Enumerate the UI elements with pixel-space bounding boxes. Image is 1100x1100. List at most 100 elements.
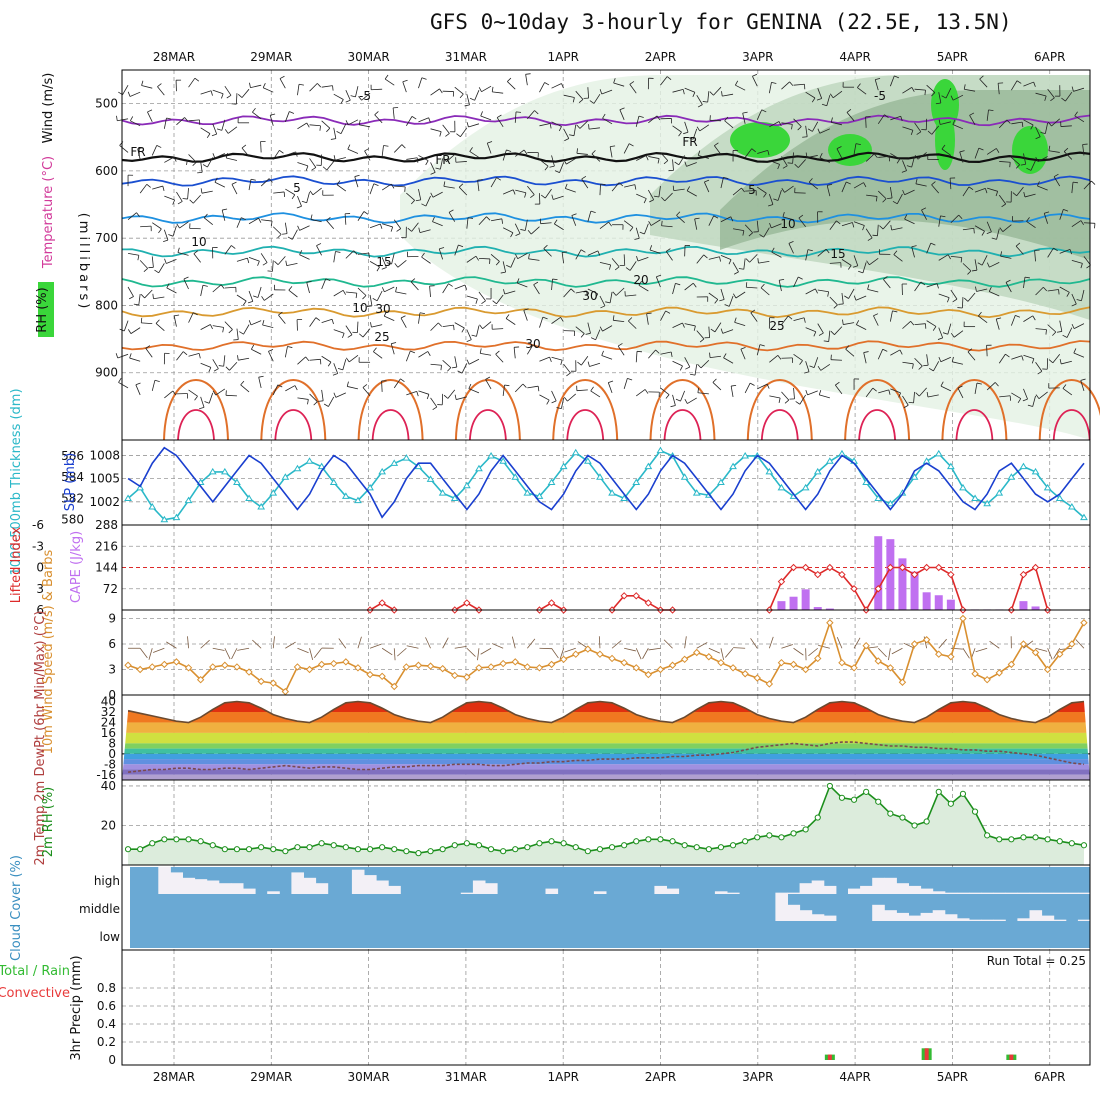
rh-line-point	[911, 822, 918, 829]
wind-barb	[151, 256, 154, 268]
wind-barb-flag	[430, 172, 436, 175]
wind-barb-flag	[899, 349, 903, 355]
rh-high-blob	[1012, 126, 1048, 174]
wind-barb	[995, 318, 1000, 330]
wind-barb-flag	[552, 278, 558, 281]
wind-barb-flag	[189, 199, 194, 204]
wind-barb-flag	[778, 121, 782, 127]
cloud-high-gap	[823, 885, 837, 894]
wind-barb-flag	[182, 198, 188, 200]
wind-barb	[819, 394, 830, 399]
date-label-bottom: 30MAR	[348, 1070, 390, 1084]
wind-barb-flag	[771, 81, 777, 84]
wind-barb-flag	[665, 394, 670, 399]
wind-barb	[316, 245, 323, 256]
wind-barb-flag	[602, 113, 606, 119]
wind-barb	[391, 253, 395, 265]
wind-barb	[902, 320, 911, 329]
wind-barb-flag	[581, 175, 587, 180]
wind-barb	[969, 115, 976, 126]
wind-barb	[673, 188, 685, 192]
wind-barb-flag	[692, 92, 696, 98]
wind-barb-flag	[253, 295, 259, 298]
wind-barb-flag	[524, 192, 527, 198]
wind-barb	[355, 86, 359, 97]
wind-barb-flag	[999, 227, 1004, 232]
wind-barb-flag	[938, 119, 941, 125]
temperature-band	[122, 743, 1090, 749]
wind-barb-flag	[846, 108, 852, 113]
wind-barb	[974, 383, 978, 394]
precip-tick: 0.2	[97, 1035, 116, 1049]
wind-barb-flag	[252, 108, 256, 113]
wind-barb	[812, 121, 819, 132]
wind-barb	[911, 156, 915, 168]
wind-barb	[1059, 320, 1063, 332]
wind-barb-flag	[918, 365, 923, 370]
thickness-line-point	[124, 494, 132, 501]
cape-tick: 216	[95, 539, 118, 553]
wind-barb	[720, 216, 731, 223]
wind-barb-flag	[1015, 314, 1021, 318]
thickness-line-point	[462, 481, 471, 489]
wind-barb-flag	[996, 317, 1002, 320]
wind-barb	[226, 157, 238, 161]
wind-barb-flag	[988, 286, 992, 292]
wind-speed-line-point	[741, 670, 749, 678]
wind-barb	[157, 86, 165, 96]
wind-barb-flag	[1063, 208, 1069, 212]
wind-barb	[119, 145, 129, 153]
wind-barb-flag	[332, 85, 334, 91]
wind-barb	[962, 186, 970, 197]
li-tick: 3	[36, 582, 44, 596]
surface-heat-contour	[649, 379, 716, 441]
wind-barb	[257, 286, 262, 298]
wind-barb-flag	[936, 283, 939, 289]
wind-barb	[902, 361, 914, 365]
surface-wind-barb	[551, 648, 559, 659]
wind-barb-flag	[241, 144, 247, 149]
rh-line-point	[548, 838, 555, 845]
thickness-line-point	[620, 494, 629, 501]
wind-barb-flag	[857, 83, 861, 88]
wind-barb-flag	[204, 401, 210, 404]
wind-speed-line-point	[596, 650, 604, 658]
wind-barb	[430, 88, 440, 96]
wind-barb	[260, 141, 262, 153]
wind-barb	[712, 382, 722, 391]
wind-barb	[660, 310, 666, 321]
wind-barb	[335, 157, 346, 161]
surface-wind-barb	[477, 648, 480, 661]
wind-barb	[176, 191, 183, 202]
wind-barb	[183, 278, 189, 290]
wind-barb	[200, 285, 204, 297]
date-label-bottom: 5APR	[937, 1070, 968, 1084]
wind-barb	[902, 126, 914, 131]
wind-barb-flag	[986, 231, 992, 235]
wind-barb-flag	[829, 93, 834, 99]
wind-speed-line-point	[196, 675, 205, 684]
wind-barb	[215, 388, 226, 396]
wind-barb-flag	[873, 153, 878, 158]
wind-barb-flag	[457, 370, 463, 374]
wind-barb	[145, 348, 153, 358]
wind-barb	[356, 321, 359, 333]
wind-barb-flag	[407, 227, 412, 232]
wind-barb	[402, 81, 407, 93]
precip-convective-bar	[924, 1048, 929, 1060]
thickness-line-point	[741, 451, 750, 459]
wind-barb	[140, 225, 152, 228]
wind-barb-flag	[768, 204, 774, 207]
wind-barb-flag	[950, 95, 954, 101]
wind-barb	[418, 77, 423, 89]
wind-barb	[138, 293, 141, 305]
wind-barb-flag	[1021, 355, 1024, 361]
wind-speed-line-point	[995, 669, 1003, 677]
wind-barb	[889, 75, 895, 87]
cloud-layer-label: low	[100, 930, 121, 944]
thickness-line-point	[680, 473, 689, 480]
wind-speed-line-point	[402, 663, 411, 671]
wind-barb-flag	[873, 313, 879, 317]
wind-barb	[644, 223, 649, 235]
wind-barb-flag	[363, 211, 369, 215]
